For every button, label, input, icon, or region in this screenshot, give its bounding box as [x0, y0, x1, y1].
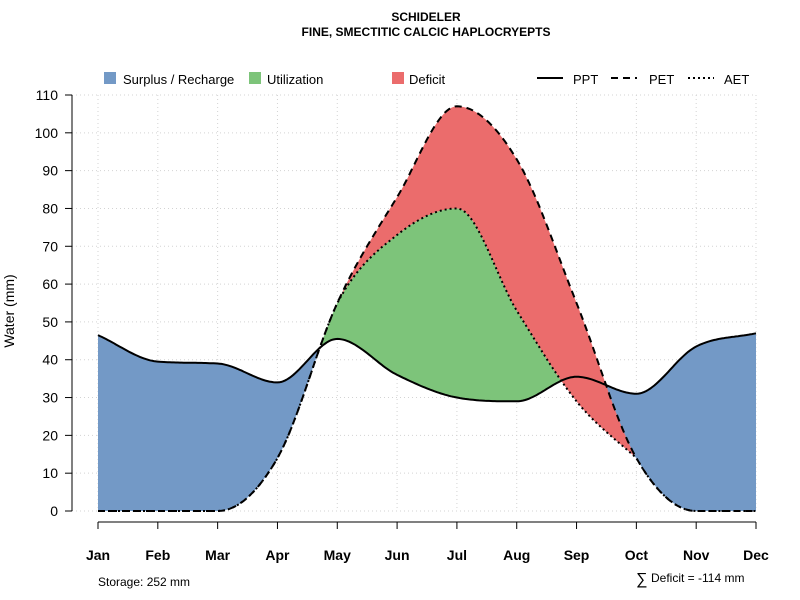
chart-title: SCHIDELER: [391, 10, 461, 24]
x-tick-label-aug: Aug: [503, 547, 530, 563]
plot-areas: [98, 106, 756, 511]
y-tick-label: 100: [35, 125, 59, 141]
x-tick-label-dec: Dec: [743, 547, 769, 563]
y-tick-label: 10: [42, 465, 58, 481]
y-tick-label: 90: [42, 163, 58, 179]
x-tick-label-sep: Sep: [564, 547, 590, 563]
storage-annotation: Storage: 252 mm: [98, 575, 190, 589]
series-line-aet: [98, 207, 756, 512]
legend-label-deficit: Deficit: [409, 72, 446, 87]
area-surplus-recharge: [98, 333, 756, 511]
legend-label-pet: PET: [649, 72, 674, 87]
axes: 0 10 20 30 40 50 60 70 80 90 100 110 Jan Feb Mar Apr May…: [35, 87, 769, 563]
deficit-annotation: Deficit = -114 mm: [651, 571, 744, 585]
legend-label-aet: AET: [724, 72, 749, 87]
x-tick-label-jan: Jan: [86, 547, 110, 563]
x-tick-label-nov: Nov: [683, 547, 710, 563]
legend-label-utilization: Utilization: [267, 72, 323, 87]
x-tick-label-apr: Apr: [265, 547, 290, 563]
y-tick-label: 80: [42, 200, 58, 216]
legend-label-surplus: Surplus / Recharge: [123, 72, 234, 87]
legend-swatch-deficit: [392, 72, 404, 84]
x-tick-label-jun: Jun: [385, 547, 410, 563]
legend-swatch-surplus: [104, 72, 116, 84]
area-deficit: [339, 106, 635, 457]
legend-label-ppt: PPT: [573, 72, 598, 87]
legend-swatch-utilization: [249, 72, 261, 84]
x-tick-label-feb: Feb: [145, 547, 170, 563]
y-tick-label: 70: [42, 238, 58, 254]
x-tick-label-jul: Jul: [447, 547, 467, 563]
y-tick-label: 20: [42, 427, 58, 443]
series-line-ppt: [97, 332, 757, 403]
x-tick-label-oct: Oct: [625, 547, 649, 563]
y-tick-label: 60: [42, 276, 58, 292]
y-tick-label: 50: [42, 314, 58, 330]
y-tick-label: 40: [42, 352, 58, 368]
sum-symbol: ∑: [636, 571, 647, 588]
chart-legend: Surplus / Recharge Utilization Deficit P…: [104, 72, 749, 87]
x-tick-label-may: May: [324, 547, 351, 563]
y-tick-label: 0: [50, 503, 58, 519]
y-axis-label: Water (mm): [1, 274, 17, 347]
x-tick-label-mar: Mar: [205, 547, 230, 563]
y-tick-label: 30: [42, 390, 58, 406]
series-lines: [97, 105, 757, 512]
area-utilization: [321, 208, 561, 402]
y-tick-label: 110: [36, 87, 59, 103]
series-line-pet: [98, 105, 756, 512]
chart-subtitle: FINE, SMECTITIC CALCIC HAPLOCRYEPTS: [302, 25, 551, 39]
